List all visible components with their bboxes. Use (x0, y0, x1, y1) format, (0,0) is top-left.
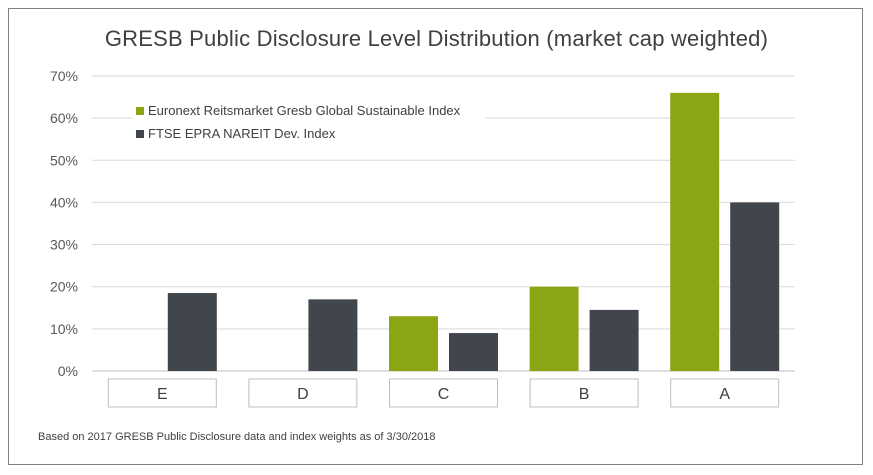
category-box (529, 378, 639, 408)
category-box (107, 378, 217, 408)
category-label: D (297, 386, 309, 403)
footnote: Based on 2017 GRESB Public Disclosure da… (38, 431, 436, 443)
y-tick-label: 30% (50, 237, 78, 253)
legend-item-series-1: Euronext Reitsmarket Gresb Global Sustai… (136, 102, 481, 119)
category-box (389, 378, 498, 408)
category-box (248, 378, 358, 408)
category-box (670, 378, 780, 408)
y-tick-label: 70% (50, 68, 78, 84)
bar-a-series-2 (730, 202, 780, 371)
legend-swatch-series-2 (136, 130, 144, 138)
legend-label-series-2: FTSE EPRA NAREIT Dev. Index (148, 126, 336, 141)
bar-a-series-1 (670, 92, 720, 371)
bar-b-series-1 (529, 286, 579, 371)
chart-title: GRESB Public Disclosure Level Distributi… (104, 26, 769, 51)
legend-swatch-series-1 (136, 107, 144, 115)
bar-e-series-2 (167, 293, 217, 371)
category-label: E (157, 386, 168, 403)
y-tick-label: 60% (50, 110, 78, 126)
y-tick-label: 10% (50, 321, 78, 337)
legend-item-series-2: FTSE EPRA NAREIT Dev. Index (136, 125, 481, 142)
category-label: A (719, 386, 730, 403)
bar-c-series-1 (389, 316, 438, 371)
category-label: B (579, 386, 590, 403)
legend-label-series-1: Euronext Reitsmarket Gresb Global Sustai… (148, 103, 461, 118)
y-tick-label: 40% (50, 194, 78, 210)
y-tick-label: 50% (50, 152, 78, 168)
y-tick-label: 20% (50, 279, 78, 295)
bar-b-series-2 (589, 309, 639, 371)
y-tick-label: 0% (58, 363, 78, 379)
bar-c-series-2 (449, 333, 498, 371)
bar-d-series-2 (308, 299, 358, 371)
legend: Euronext Reitsmarket Gresb Global Sustai… (132, 100, 485, 150)
category-label: C (438, 386, 450, 403)
